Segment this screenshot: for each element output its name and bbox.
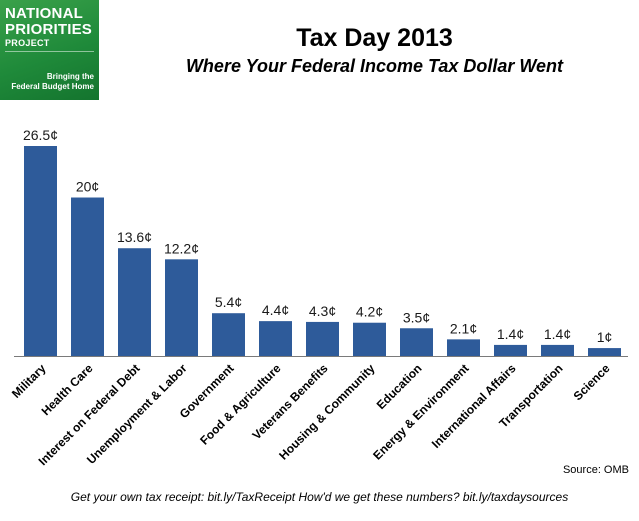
x-tick-label: Unemployment & Labor	[84, 361, 190, 467]
bar	[306, 321, 339, 356]
footer-note: Get your own tax receipt: bit.ly/TaxRece…	[70, 490, 569, 504]
data-label: 1.4¢	[544, 326, 571, 342]
logo-divider	[5, 51, 94, 52]
data-label: 20¢	[76, 179, 99, 195]
data-label: 2.1¢	[450, 320, 477, 336]
bar	[118, 248, 151, 356]
logo: NATIONAL PRIORITIES PROJECT Bringing the…	[0, 0, 99, 100]
x-tick-label: Science	[571, 361, 613, 403]
x-tick-label: International Affairs	[429, 361, 519, 451]
x-tick-label: Food & Agriculture	[197, 361, 284, 448]
data-label: 1.4¢	[497, 326, 524, 342]
bar	[588, 348, 621, 356]
data-label: 13.6¢	[117, 229, 152, 245]
logo-tagline: Bringing the Federal Budget Home	[11, 72, 94, 92]
x-tick-label: Military	[9, 361, 49, 401]
bar	[447, 339, 480, 356]
logo-tagline-2: Federal Budget Home	[11, 82, 94, 91]
source-note: Source: OMB	[562, 464, 629, 476]
bar	[212, 313, 245, 356]
data-label: 4.2¢	[356, 304, 383, 320]
bar	[494, 344, 527, 356]
bar	[24, 146, 57, 356]
chart-title: Tax Day 2013	[296, 24, 453, 52]
chart-subtitle: Where Your Federal Income Tax Dollar Wen…	[185, 56, 564, 76]
data-label: 4.4¢	[262, 302, 289, 318]
data-label: 5.4¢	[215, 294, 242, 310]
x-tick-label: Housing & Community	[276, 361, 378, 463]
x-tick-label: Energy & Environment	[370, 361, 471, 462]
logo-line-3: PROJECT	[5, 38, 50, 48]
bar	[71, 197, 104, 356]
x-tick-label: Education	[374, 361, 425, 412]
data-label: 4.3¢	[309, 303, 336, 319]
logo-tagline-1: Bringing the	[46, 72, 94, 81]
bar	[400, 328, 433, 356]
bar	[165, 259, 198, 356]
data-label: 26.5¢	[23, 127, 58, 143]
data-label: 12.2¢	[164, 240, 199, 256]
data-label: 3.5¢	[403, 309, 430, 325]
bar	[541, 344, 574, 356]
logo-line-2: PRIORITIES	[5, 21, 93, 38]
data-label: 1¢	[597, 329, 613, 345]
bar	[259, 321, 292, 356]
logo-line-1: NATIONAL	[5, 5, 83, 22]
bar	[353, 322, 386, 356]
